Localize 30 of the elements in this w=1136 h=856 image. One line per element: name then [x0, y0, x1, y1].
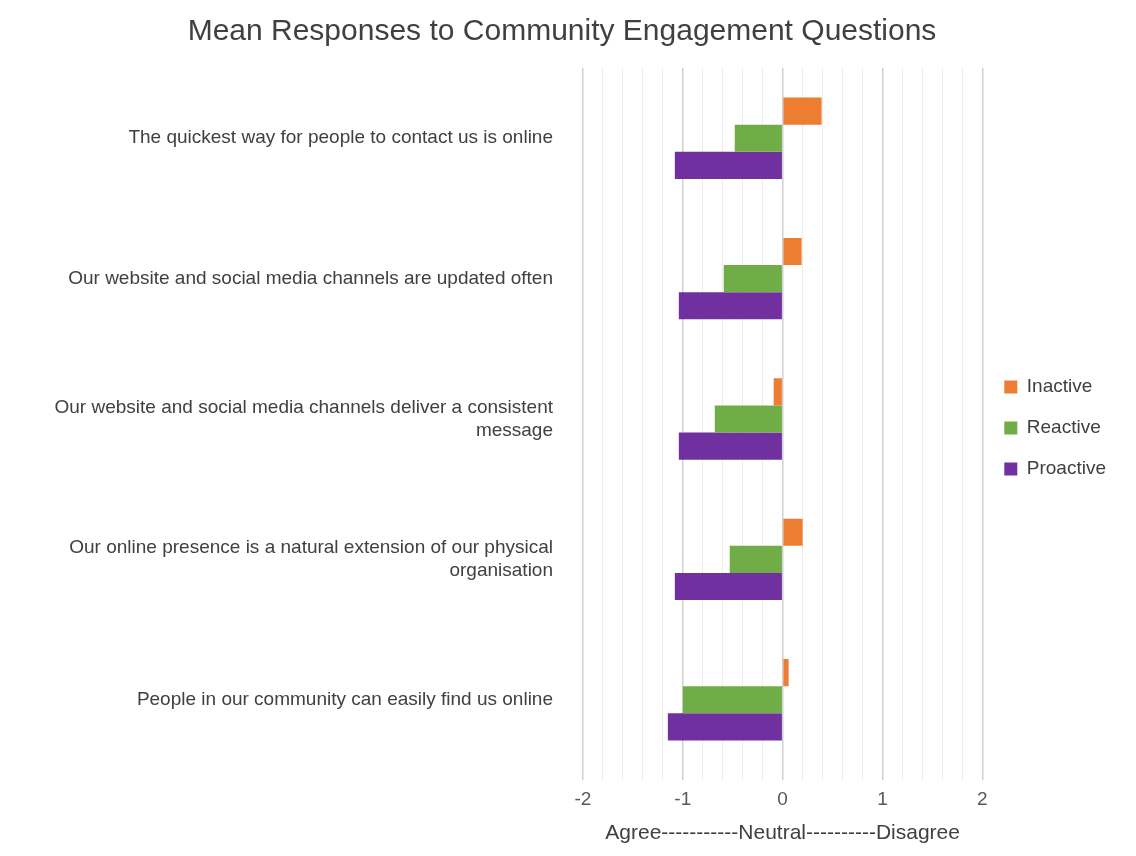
x-axis-title: Agree-----------Neutral----------Disagree	[605, 820, 960, 844]
bar	[773, 378, 782, 406]
x-tick-label: -2	[574, 787, 592, 809]
bar	[682, 686, 782, 714]
x-tick-label: 2	[977, 787, 988, 809]
legend-label: Proactive	[1026, 457, 1106, 479]
chart-title: Mean Responses to Community Engagement Questions	[187, 13, 937, 47]
x-tick-label: 0	[777, 787, 788, 809]
y-tick-label: People in our community can easily find us online	[136, 688, 553, 710]
y-tick-label: The quickest way for people to contact us is online	[128, 126, 553, 148]
y-tick-label: Our website and social media channels deliver a consistent message	[54, 395, 554, 440]
bar	[734, 124, 782, 152]
y-tick-label: Our website and social media channels are updated often	[68, 266, 553, 288]
bar	[783, 237, 802, 266]
bar	[729, 545, 782, 573]
bar	[674, 572, 782, 601]
bar	[678, 432, 782, 460]
bar	[674, 151, 782, 179]
bar	[678, 292, 782, 320]
x-tick-label: -1	[674, 787, 692, 809]
y-tick-label: Our online presence is a natural extension of our physical organisation	[69, 536, 553, 581]
x-tick-label: 1	[877, 787, 888, 809]
bar	[667, 713, 782, 741]
bar	[783, 518, 803, 546]
legend-label: Inactive	[1026, 375, 1093, 397]
bar	[723, 265, 782, 293]
bar	[714, 405, 782, 433]
bar	[783, 97, 822, 125]
bar	[783, 659, 789, 687]
legend-label: Reactive	[1026, 416, 1101, 438]
